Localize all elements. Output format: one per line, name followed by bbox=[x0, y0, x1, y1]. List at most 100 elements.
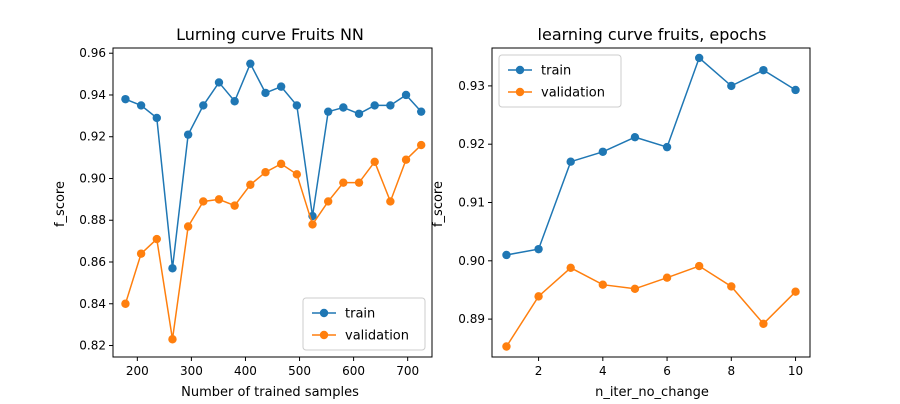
chart-left-series-train-point bbox=[246, 59, 255, 68]
chart-left-series-validation-point bbox=[308, 220, 317, 229]
chart-left-series-validation-point bbox=[370, 157, 379, 166]
chart-left-series-train-point bbox=[199, 101, 208, 110]
chart-right-series-train-point bbox=[759, 65, 768, 75]
chart-left-legend: train validation bbox=[302, 297, 426, 351]
chart-left-legend-box bbox=[302, 297, 426, 351]
chart-right-series-train-line bbox=[506, 56, 796, 256]
chart-right-series-train-point bbox=[694, 53, 704, 63]
chart-right-series-validation-point bbox=[694, 261, 704, 271]
chart-right-series-train-point bbox=[598, 147, 608, 156]
chart-left-series-train-point bbox=[276, 82, 286, 91]
chart-right-series-train-point bbox=[534, 244, 543, 254]
chart-left-legend-marker-train bbox=[319, 308, 329, 318]
chart-right-ylabel: f_score bbox=[431, 181, 446, 227]
chart-right-x-tick-label: 4 bbox=[599, 364, 607, 378]
chart-left-series-validation-point bbox=[323, 197, 333, 206]
chart-right-series-train-point bbox=[662, 142, 672, 152]
chart-right-series-validation-point bbox=[727, 282, 736, 291]
chart-left-xlabel: Number of trained samples bbox=[181, 385, 359, 400]
chart-right: learning curve fruits, epochs n_iter_no_… bbox=[431, 25, 811, 400]
chart-right-series-train-point bbox=[791, 85, 800, 95]
chart-left-series-train-point bbox=[354, 109, 364, 118]
chart-right-series-train-point bbox=[630, 133, 640, 142]
chart-left-series-validation-point bbox=[136, 249, 146, 258]
chart-left-series-train-point bbox=[386, 101, 395, 110]
chart-left-series-validation-point bbox=[261, 168, 270, 177]
chart-left-series-train-point bbox=[214, 78, 224, 87]
chart-left-series-train-point bbox=[370, 101, 379, 110]
chart-left: Lurning curve Fruits NN Number of traine… bbox=[53, 25, 433, 400]
chart-left-series-validation-point bbox=[246, 180, 255, 189]
chart-left-x-tick-label: 500 bbox=[288, 364, 311, 378]
chart-left-series-validation-point bbox=[276, 159, 286, 169]
chart-right-x-tick-label: 10 bbox=[788, 364, 803, 378]
chart-right-series-validation-point bbox=[598, 280, 608, 289]
chart-left-series-train-point bbox=[339, 103, 348, 112]
chart-right-legend-marker-train bbox=[515, 65, 525, 75]
chart-right-y-tick-label: 0.93 bbox=[458, 79, 485, 93]
chart-left-series-train-point bbox=[168, 264, 177, 273]
chart-left-y-tick-label: 0.86 bbox=[79, 255, 106, 269]
chart-right-legend-box bbox=[498, 54, 622, 108]
chart-left-series-train-point bbox=[230, 97, 239, 106]
chart-right-series-validation-point bbox=[759, 319, 768, 328]
chart-right-series-validation-point bbox=[791, 287, 800, 296]
chart-left-y-tick-label: 0.82 bbox=[79, 339, 106, 353]
chart-right-x-tick-label: 8 bbox=[727, 364, 735, 378]
chart-right-series-train-point bbox=[502, 250, 511, 260]
chart-right-y-tick-label: 0.91 bbox=[458, 196, 485, 210]
chart-right-series-validation-line bbox=[505, 265, 797, 347]
chart-right-legend-label-validation: validation bbox=[541, 86, 605, 101]
chart-left-series-validation-point bbox=[168, 335, 177, 344]
chart-left-legend-label-validation: validation bbox=[345, 329, 409, 344]
chart-left-series-validation-point bbox=[339, 178, 348, 187]
chart-right-y-tick-label: 0.90 bbox=[458, 254, 485, 268]
chart-left-x-tick-label: 300 bbox=[180, 364, 203, 378]
chart-right-series-validation-point bbox=[662, 273, 672, 282]
chart-left-series-train-point bbox=[261, 88, 270, 98]
chart-left-series-train-point bbox=[183, 130, 193, 139]
chart-left-series-train-point bbox=[121, 94, 130, 104]
chart-left-x-tick-label: 600 bbox=[342, 364, 365, 378]
chart-left-series-validation-point bbox=[292, 170, 302, 179]
chart-right-series-validation-point bbox=[534, 292, 543, 301]
chart-right-y-tick-label: 0.89 bbox=[458, 312, 485, 326]
chart-left-series-validation-line bbox=[124, 144, 422, 340]
chart-right-legend-label-train: train bbox=[541, 64, 571, 79]
chart-left-legend-marker-validation bbox=[319, 330, 329, 340]
chart-left-y-tick-label: 0.88 bbox=[79, 213, 106, 227]
chart-left-series-validation-point bbox=[152, 234, 161, 244]
chart-left-series-train-point bbox=[152, 113, 161, 123]
chart-left-x-tick-label: 400 bbox=[234, 364, 257, 378]
chart-left-ylabel: f_score bbox=[53, 181, 68, 227]
chart-left-y-tick-label: 0.94 bbox=[79, 88, 106, 102]
chart-right-title: learning curve fruits, epochs bbox=[538, 25, 767, 44]
chart-left-series-validation-point bbox=[354, 178, 364, 187]
chart-left-series-train-point bbox=[323, 107, 333, 116]
chart-right-legend-marker-validation bbox=[515, 87, 525, 97]
chart-left-y-tick-label: 0.92 bbox=[79, 130, 106, 144]
chart-right-xlabel: n_iter_no_change bbox=[595, 385, 709, 400]
chart-right-legend: train validation bbox=[498, 54, 622, 108]
chart-left-y-tick-label: 0.96 bbox=[79, 46, 106, 60]
chart-left-series-train-point bbox=[401, 90, 411, 100]
chart-left-x-tick-label: 200 bbox=[126, 364, 149, 378]
chart-left-series-validation-point bbox=[386, 197, 395, 206]
chart-left-series-validation-point bbox=[230, 201, 239, 210]
chart-right-series-validation-point bbox=[566, 263, 575, 272]
chart-left-title: Lurning curve Fruits NN bbox=[176, 25, 364, 44]
chart-right-x-tick-label: 2 bbox=[535, 364, 543, 378]
chart-left-series-validation-point bbox=[183, 222, 193, 231]
chart-left-series-validation-point bbox=[199, 197, 208, 206]
chart-right-series-train-point bbox=[727, 81, 736, 91]
chart-left-series-validation-point bbox=[401, 155, 411, 164]
chart-right-y-tick-label: 0.92 bbox=[458, 137, 485, 151]
chart-left-series-validation-point bbox=[214, 195, 224, 204]
chart-right-series-train-point bbox=[566, 157, 575, 166]
chart-right-series-validation-point bbox=[630, 284, 640, 293]
chart-left-series-validation-point bbox=[416, 140, 426, 150]
chart-left-series-train-point bbox=[136, 101, 146, 110]
chart-left-series-validation-point bbox=[121, 299, 130, 308]
